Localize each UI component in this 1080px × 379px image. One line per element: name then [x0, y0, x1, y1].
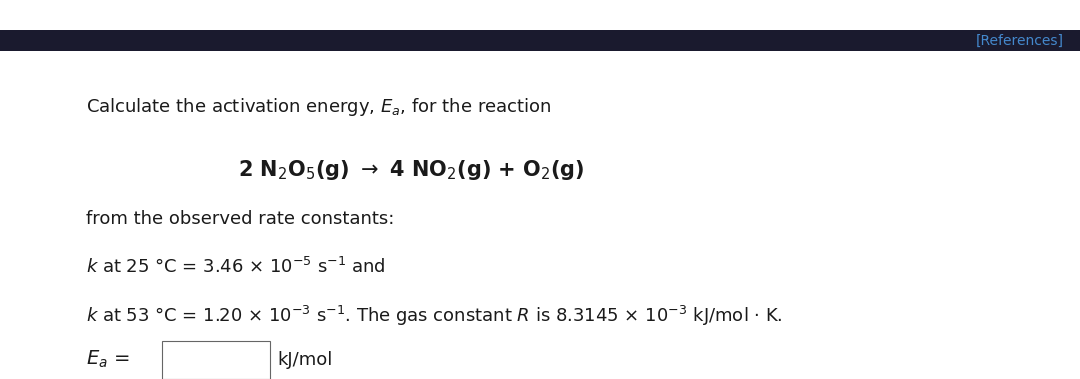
- Text: $\mathit{E_a}$ =: $\mathit{E_a}$ =: [86, 349, 131, 371]
- Text: 2 N$_2$O$_5$(g) $\rightarrow$ 4 NO$_2$(g) + O$_2$(g): 2 N$_2$O$_5$(g) $\rightarrow$ 4 NO$_2$(g…: [238, 158, 584, 182]
- Text: kJ/mol: kJ/mol: [278, 351, 333, 369]
- Text: $\mathit{k}$ at 25 °C = 3.46 $\times$ 10$^{-5}$ s$^{-1}$ and: $\mathit{k}$ at 25 °C = 3.46 $\times$ 10…: [86, 257, 386, 277]
- FancyBboxPatch shape: [162, 341, 270, 379]
- Text: from the observed rate constants:: from the observed rate constants:: [86, 210, 395, 228]
- Text: [References]: [References]: [976, 34, 1064, 48]
- Text: Calculate the activation energy, $\mathit{E_a}$, for the reaction: Calculate the activation energy, $\mathi…: [86, 96, 552, 118]
- FancyBboxPatch shape: [0, 30, 1080, 51]
- Text: $\mathit{k}$ at 53 °C = 1.20 $\times$ 10$^{-3}$ s$^{-1}$. The gas constant $\mat: $\mathit{k}$ at 53 °C = 1.20 $\times$ 10…: [86, 304, 783, 328]
